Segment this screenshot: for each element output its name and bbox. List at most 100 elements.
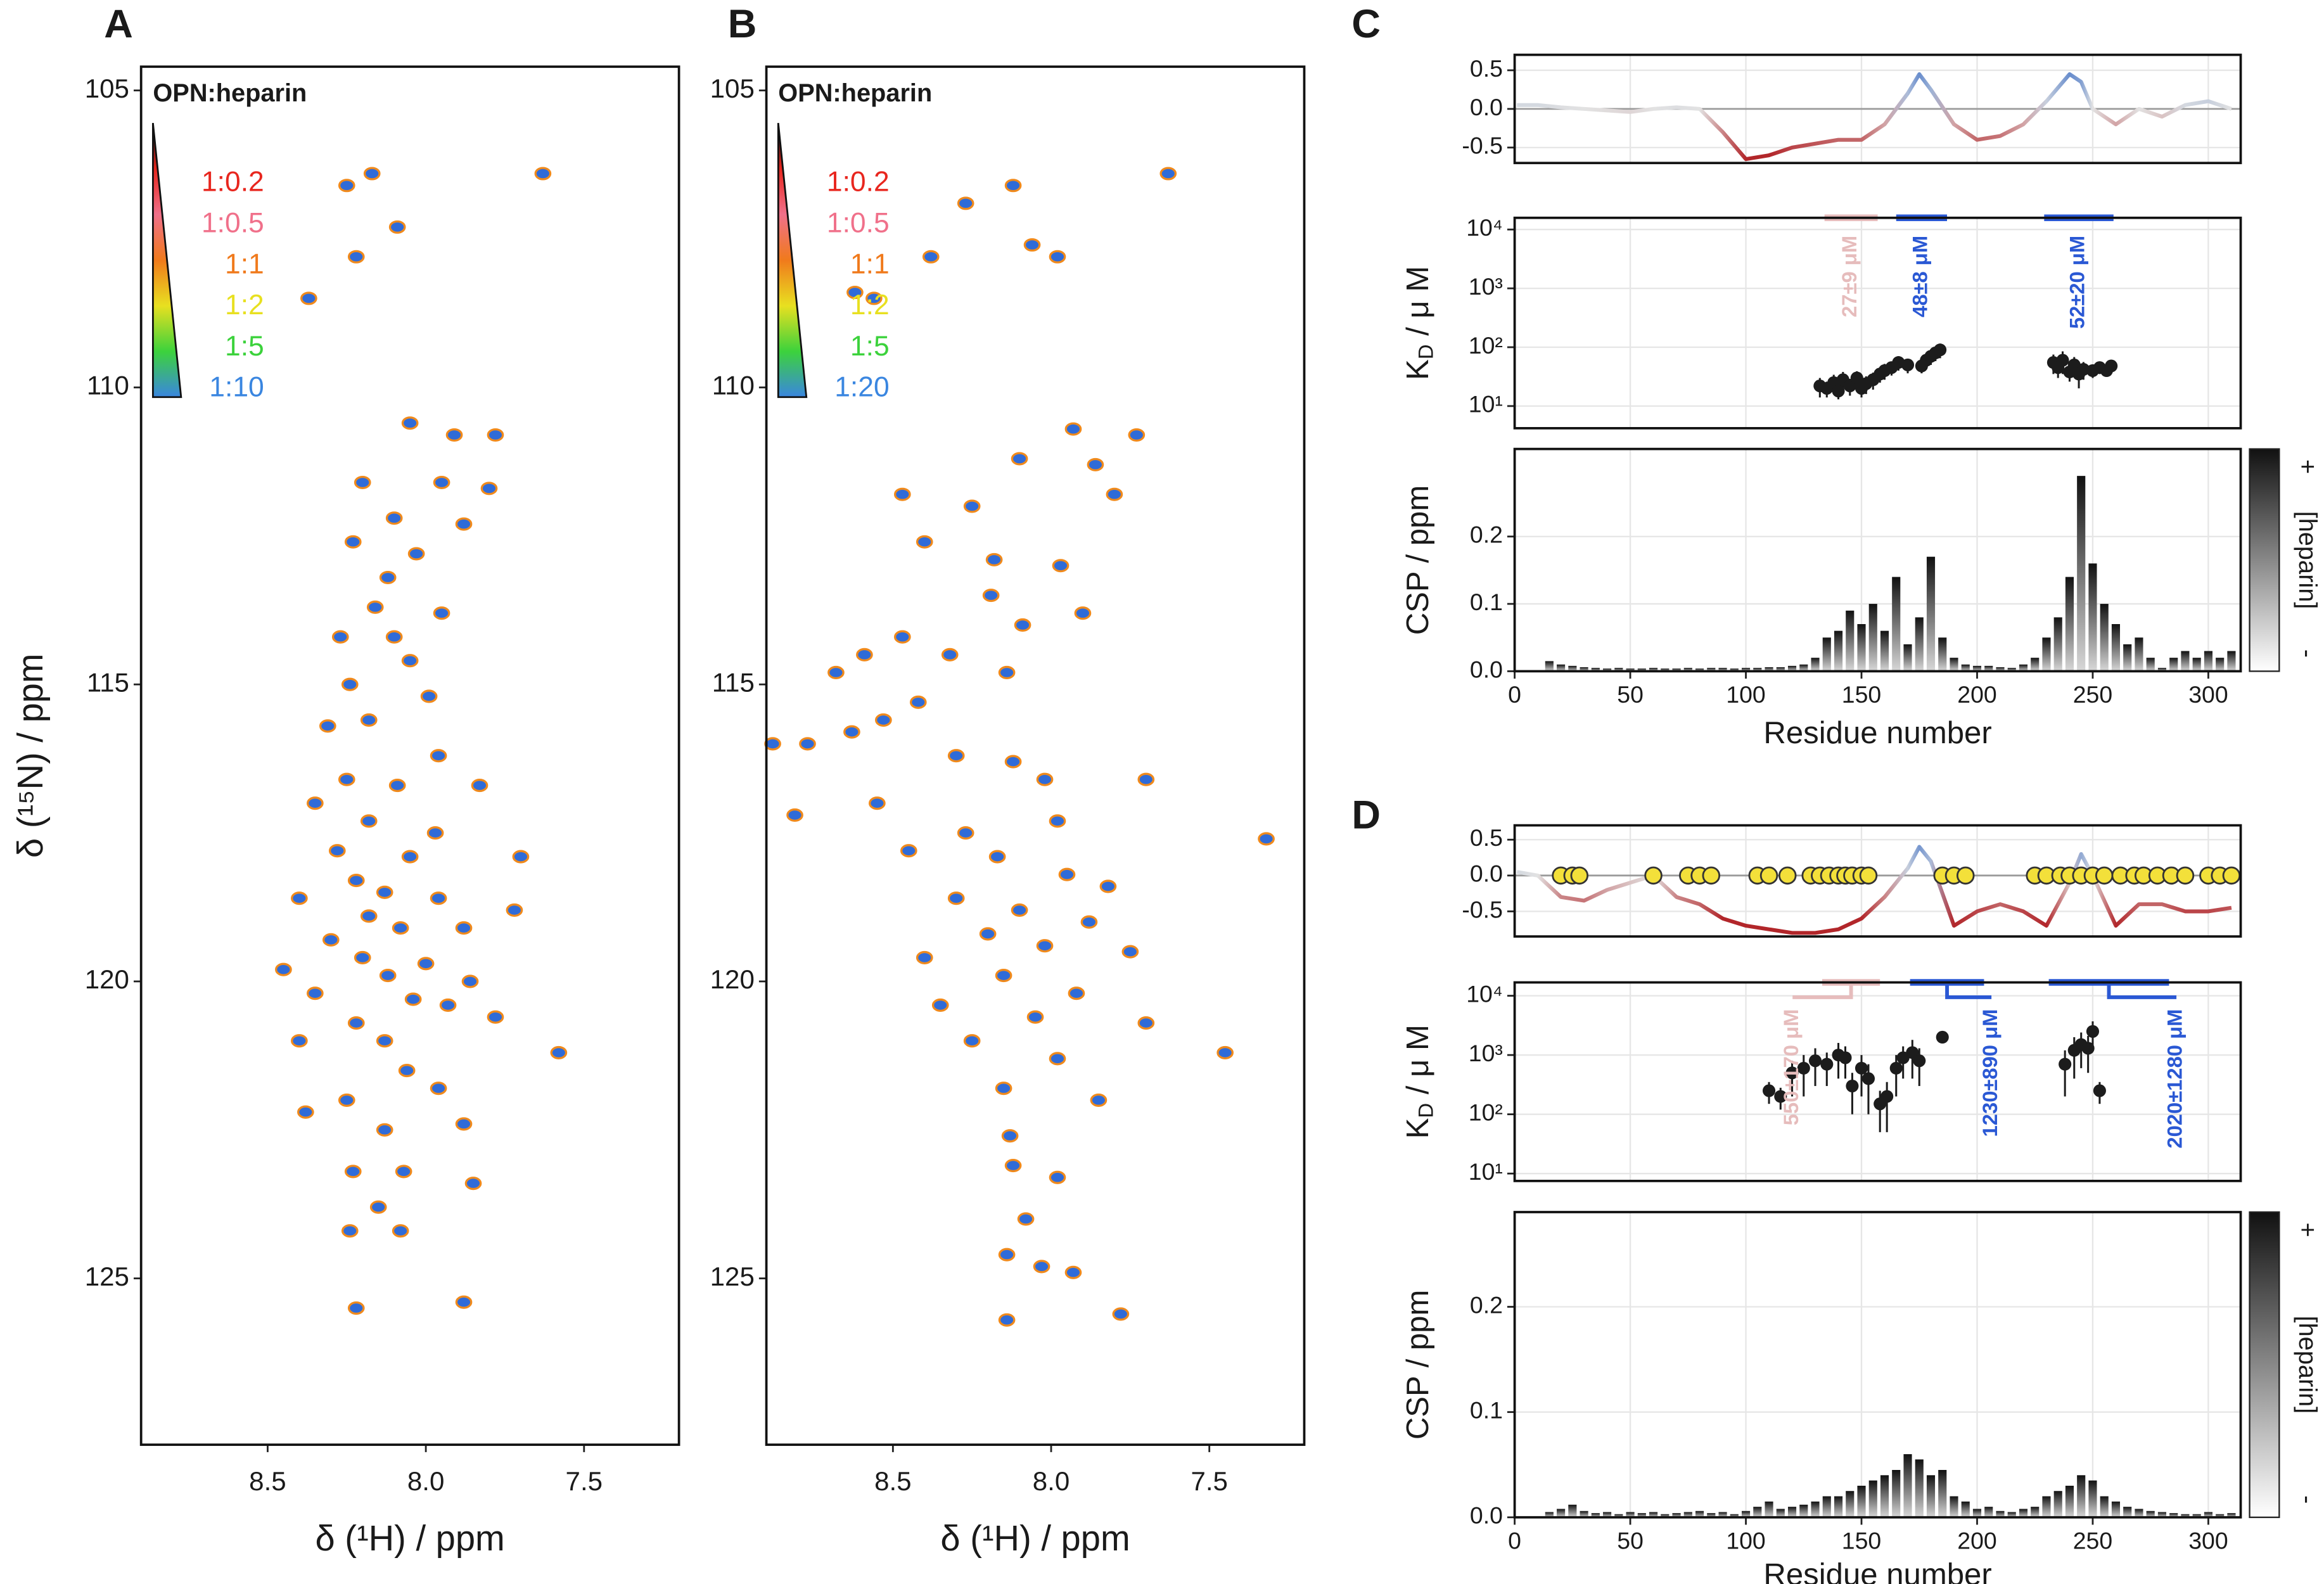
bar	[1753, 1507, 1762, 1517]
bar	[1776, 667, 1785, 672]
peak	[1049, 814, 1066, 828]
bar	[1695, 1511, 1704, 1517]
bar	[2088, 1480, 2097, 1517]
point	[1889, 1061, 1903, 1075]
peak	[1036, 772, 1054, 786]
peak	[347, 874, 365, 888]
peak	[1052, 559, 1069, 573]
peak	[1001, 1129, 1019, 1143]
peak	[328, 844, 346, 858]
y-axis-title-part: / μ M	[1401, 266, 1435, 345]
x-axis-title: Residue number	[1763, 1557, 1991, 1584]
plot-frame	[1513, 53, 2242, 165]
bar	[1661, 668, 1670, 672]
x-tick-label: 0	[1508, 1527, 1521, 1554]
y-tick-label: 0.5	[1470, 824, 1503, 851]
bar	[1834, 1496, 1843, 1517]
colorbar-label: +	[2294, 1222, 2321, 1237]
peak	[931, 998, 949, 1012]
peak	[856, 648, 873, 661]
y-axis-title: δ (¹⁵N) / ppm	[10, 653, 50, 858]
bar	[1568, 1504, 1577, 1517]
x-tick-label: 50	[1617, 1527, 1644, 1554]
bar	[1811, 658, 1820, 672]
peak	[1023, 238, 1041, 252]
region-label: 2020±1280 μM	[2163, 1009, 2187, 1149]
peak	[344, 1165, 362, 1178]
peak	[401, 654, 419, 668]
bar	[1915, 617, 1924, 672]
peak	[331, 630, 349, 644]
x-tick-label: 200	[1957, 1527, 1996, 1554]
bar	[1626, 668, 1635, 672]
peak	[376, 1123, 393, 1137]
legend-gradient	[777, 122, 808, 399]
y-axis-title: KD / μ M	[1401, 1025, 1437, 1139]
peak	[300, 291, 317, 305]
bar	[1903, 644, 1912, 672]
bar	[1892, 1470, 1901, 1517]
peak	[916, 950, 933, 964]
bar	[1765, 667, 1773, 672]
peak	[998, 1248, 1016, 1261]
legend-title: OPN:heparin	[153, 79, 307, 107]
legend-label: 1:0.5	[201, 208, 264, 239]
bar	[1741, 1511, 1751, 1517]
x-tick-label: 150	[1842, 1527, 1881, 1554]
peak	[307, 987, 324, 1000]
point	[2105, 359, 2118, 373]
peak	[1064, 1265, 1082, 1279]
peak	[471, 779, 488, 793]
peak	[360, 814, 378, 828]
marker	[1644, 866, 1663, 885]
y-axis-title-subscript: D	[1414, 1103, 1437, 1118]
marker	[2176, 866, 2195, 885]
legend-title: OPN:heparin	[778, 79, 932, 107]
bar	[2204, 1512, 2213, 1517]
peak	[1033, 1260, 1050, 1274]
peak	[922, 250, 940, 264]
peak	[455, 1295, 473, 1309]
point	[1934, 343, 1947, 357]
plot-frame	[1513, 447, 2242, 673]
colorbar-label: +	[2294, 459, 2321, 474]
bar	[1580, 1511, 1588, 1517]
peak	[354, 475, 371, 489]
bar	[1649, 668, 1658, 672]
peak	[865, 291, 883, 305]
peak	[388, 779, 406, 793]
bar	[2169, 658, 2178, 672]
bar	[1661, 1514, 1670, 1517]
x-tick-label: 100	[1726, 1527, 1765, 1554]
bar	[1730, 668, 1739, 672]
colorbar-label: -	[2294, 649, 2321, 658]
point	[1820, 1057, 1834, 1071]
y-tick-label: 0.2	[1470, 521, 1503, 548]
marker	[1702, 866, 1721, 885]
peak	[1159, 167, 1177, 181]
peak	[1074, 606, 1092, 620]
peak	[401, 416, 419, 430]
bar	[2019, 1509, 2028, 1517]
x-tick-label: 250	[2073, 681, 2112, 708]
peak	[426, 826, 444, 840]
bar	[1822, 637, 1831, 672]
x-tick-label: 250	[2073, 1527, 2112, 1554]
peak	[338, 1093, 355, 1107]
point	[1846, 1079, 1859, 1093]
bar	[2123, 644, 2132, 672]
peak	[988, 850, 1006, 864]
bar	[2065, 1485, 2074, 1517]
point	[1797, 1061, 1810, 1075]
bar	[2100, 604, 2109, 672]
legend-label: 1:2	[850, 290, 890, 321]
y-tick-label: 0.0	[1470, 860, 1503, 887]
bar	[2123, 1507, 2132, 1517]
x-tick-label: 200	[1957, 681, 1996, 708]
legend-label: 1:10	[209, 372, 264, 403]
point	[1880, 1090, 1894, 1103]
bar	[1799, 664, 1808, 672]
plot-frame	[1513, 981, 2242, 1182]
panel-label: D	[1351, 793, 1381, 838]
y-tick-label: 110	[87, 371, 129, 400]
